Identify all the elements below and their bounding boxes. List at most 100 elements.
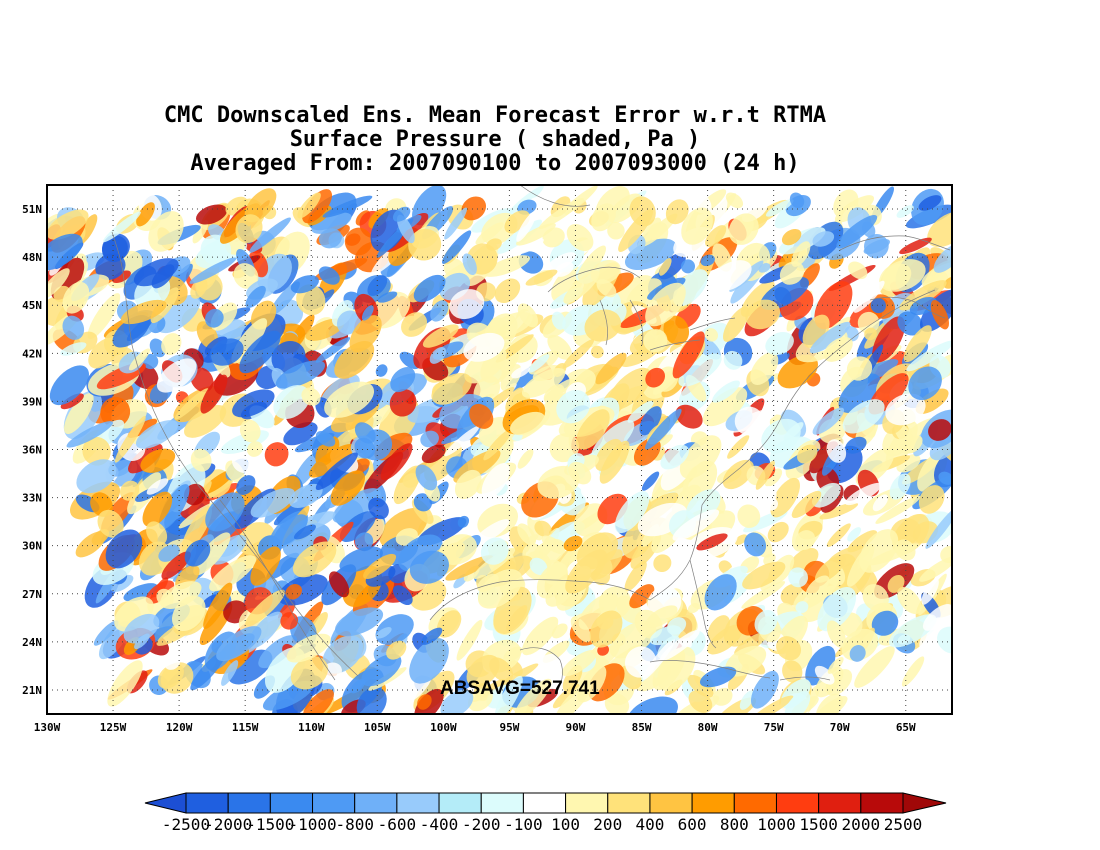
field-blob <box>685 189 712 214</box>
field-blob <box>148 211 184 252</box>
colorbar-swatch <box>691 792 735 814</box>
field-blob <box>754 610 778 635</box>
field-blob <box>190 650 226 691</box>
colorbar-label: -100 <box>504 815 543 834</box>
absavg-label: ABSAVG=527.741 <box>440 678 600 699</box>
field-blob <box>679 435 722 479</box>
lat-label: 36N <box>22 444 42 457</box>
field-blob <box>142 491 173 527</box>
field-blob <box>660 444 689 470</box>
colorbar-swatch <box>775 792 820 814</box>
field-blob <box>845 482 882 506</box>
colorbar-swatch <box>860 792 904 814</box>
colorbar-label: 2000 <box>842 815 881 834</box>
field-blob <box>463 332 505 362</box>
title-line-3: Averaged From: 2007090100 to 2007093000 … <box>190 151 800 176</box>
field-blob <box>688 690 713 713</box>
field-blob <box>510 411 546 436</box>
field-blob <box>859 529 899 573</box>
field-blob <box>725 645 767 677</box>
lon-label: 120W <box>166 721 193 734</box>
field-blob <box>744 532 767 557</box>
field-blob <box>420 430 439 448</box>
field-blob <box>660 629 700 661</box>
field-blob <box>120 299 167 325</box>
lat-label: 30N <box>22 540 42 553</box>
field-blob <box>870 297 886 314</box>
field-blob <box>812 231 835 247</box>
field-blob <box>555 682 592 714</box>
field-blob <box>438 534 477 565</box>
colorbar-high-arrow <box>902 792 947 814</box>
field-blob <box>925 507 952 549</box>
lat-label: 21N <box>22 684 42 697</box>
field-blob <box>864 327 877 341</box>
field-blob <box>896 205 914 218</box>
field-blob <box>64 393 94 435</box>
field-blob <box>672 331 705 379</box>
field-blob <box>467 688 493 712</box>
lat-label: 45N <box>22 299 42 312</box>
field-blob <box>516 211 537 242</box>
field-blob <box>184 539 211 567</box>
field-blob <box>93 620 119 646</box>
field-blob <box>503 646 523 662</box>
field-blob <box>354 422 376 444</box>
field-blob <box>819 502 859 520</box>
shaded-error-field <box>47 185 952 714</box>
field-blob <box>918 195 942 211</box>
field-blob <box>245 285 266 308</box>
field-blob <box>908 366 942 401</box>
field-blob <box>565 549 608 594</box>
field-blob <box>161 333 182 356</box>
field-blob <box>205 492 245 532</box>
lon-label: 75W <box>764 721 784 734</box>
field-blob <box>156 358 197 393</box>
field-blob <box>275 360 326 389</box>
field-blob <box>675 404 703 429</box>
field-blob <box>750 670 779 709</box>
field-blob <box>779 261 805 285</box>
colorbar-label: 2500 <box>884 815 923 834</box>
field-blob <box>196 204 228 225</box>
field-blob <box>568 461 592 485</box>
field-blob <box>75 531 107 558</box>
field-blob <box>245 589 285 627</box>
field-blob <box>525 269 558 286</box>
field-blob <box>380 443 413 481</box>
field-blob <box>641 471 660 491</box>
field-blob <box>618 209 653 252</box>
field-blob <box>812 407 845 435</box>
lon-label: 115W <box>232 721 259 734</box>
field-blob <box>849 645 866 662</box>
field-blob <box>318 266 340 285</box>
field-blob <box>356 686 387 714</box>
field-blob <box>112 270 131 284</box>
field-blob <box>286 633 331 663</box>
colorbar-swatch <box>565 792 609 814</box>
colorbar-labels: -2500-2000-1500-1000-800 -600 -400 -200 -100… <box>162 815 922 834</box>
field-blob <box>765 199 794 217</box>
field-blob <box>235 214 263 244</box>
field-blob <box>551 311 566 330</box>
field-blob <box>244 188 277 223</box>
field-blob <box>350 678 366 694</box>
field-blob <box>105 529 143 569</box>
field-blob <box>335 607 384 637</box>
field-blob <box>927 211 952 248</box>
colorbar-swatch <box>269 792 314 814</box>
field-blob <box>862 584 889 611</box>
field-blob <box>745 299 781 330</box>
field-blob <box>184 404 227 438</box>
field-blob <box>232 389 275 418</box>
field-blob <box>778 227 826 255</box>
field-blob <box>750 352 779 385</box>
field-blob <box>921 578 939 605</box>
field-blob <box>158 544 180 562</box>
field-blob <box>334 340 375 379</box>
lon-label: 95W <box>499 721 519 734</box>
field-blob <box>649 625 682 646</box>
colorbar-swatch <box>396 792 440 814</box>
field-blob <box>361 653 402 687</box>
